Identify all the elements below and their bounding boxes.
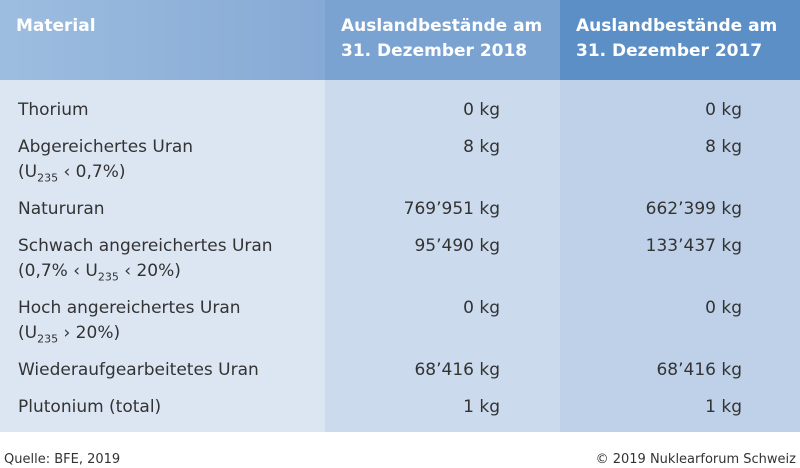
- value-2018: 8 kg: [325, 129, 560, 191]
- material-name: Thorium: [18, 100, 89, 120]
- value-2017: 68’416 kg: [560, 352, 800, 389]
- value-2017: 1 kg: [560, 389, 800, 432]
- value-2017: 133’437 kg: [560, 228, 800, 290]
- material-cell: Plutonium (total): [0, 389, 325, 432]
- value-2018: 769’951 kg: [325, 191, 560, 228]
- material-cell: Abgereichertes Uran (U235 ‹ 0,7%): [0, 129, 325, 191]
- header-row: Material Auslandbestände am 31. Dezember…: [0, 0, 800, 80]
- material-cell: Wiederaufgearbeitetes Uran: [0, 352, 325, 389]
- material-name: Schwach angereichertes Uran: [18, 236, 273, 256]
- table-row: Thorium 0 kg 0 kg: [0, 80, 800, 129]
- material-name: Natururan: [18, 199, 105, 219]
- material-note-sub: 235: [97, 270, 119, 284]
- material-name: Abgereichertes Uran: [18, 137, 194, 157]
- header-cell: Auslandbestände am 31. Dezember 2018: [325, 0, 560, 80]
- material-note: (0,7% ‹ U: [18, 261, 98, 281]
- value-2018: 0 kg: [325, 290, 560, 352]
- material-note: ‹ 20%): [118, 261, 181, 281]
- value-2017: 0 kg: [560, 80, 800, 129]
- material-note-sub: 235: [37, 171, 59, 185]
- value-2018: 68’416 kg: [325, 352, 560, 389]
- material-name: Plutonium (total): [18, 397, 162, 417]
- table-row: Hoch angereichertes Uran (U235 › 20%) 0 kg…: [0, 290, 800, 352]
- material-name: Wiederaufgearbeitetes Uran: [18, 360, 259, 380]
- material-cell: Hoch angereichertes Uran (U235 › 20%): [0, 290, 325, 352]
- material-note-sub: 235: [37, 332, 59, 346]
- table-row: Wiederaufgearbeitetes Uran 68’416 kg 68’41…: [0, 352, 800, 389]
- value-2017: 662’399 kg: [560, 191, 800, 228]
- source: Quelle: BFE, 2019: [4, 452, 121, 467]
- value-2018: 1 kg: [325, 389, 560, 432]
- table-row: Natururan 769’951 kg 662’399 kg: [0, 191, 800, 228]
- header-cell: Auslandbestände am 31. Dezember 2017: [560, 0, 800, 80]
- material-name: Hoch angereichertes Uran: [18, 298, 241, 318]
- value-2018: 95’490 kg: [325, 228, 560, 290]
- material-note: ‹ 0,7%): [58, 162, 126, 182]
- table-row: Abgereichertes Uran (U235 ‹ 0,7%) 8 kg 8 kg: [0, 129, 800, 191]
- table-row: Schwach angereichertes Uran (0,7% ‹ U235 …: [0, 228, 800, 290]
- copyright: © 2019 Nuklearforum Schweiz: [595, 452, 796, 467]
- value-2018: 0 kg: [325, 80, 560, 129]
- table-row: Plutonium (total) 1 kg 1 kg: [0, 389, 800, 432]
- data-table: Material Auslandbestände am 31. Dezember…: [0, 0, 800, 432]
- value-2017: 8 kg: [560, 129, 800, 191]
- material-note: (U: [18, 323, 38, 343]
- material-note: › 20%): [58, 323, 121, 343]
- material-cell: Natururan: [0, 191, 325, 228]
- material-cell: Thorium: [0, 80, 325, 129]
- material-note: (U: [18, 162, 38, 182]
- header-cell: Material: [0, 0, 325, 80]
- material-cell: Schwach angereichertes Uran (0,7% ‹ U235 …: [0, 228, 325, 290]
- table-body: Thorium 0 kg 0 kg Abgereichertes Uran (U235 …: [0, 80, 800, 432]
- value-2017: 0 kg: [560, 290, 800, 352]
